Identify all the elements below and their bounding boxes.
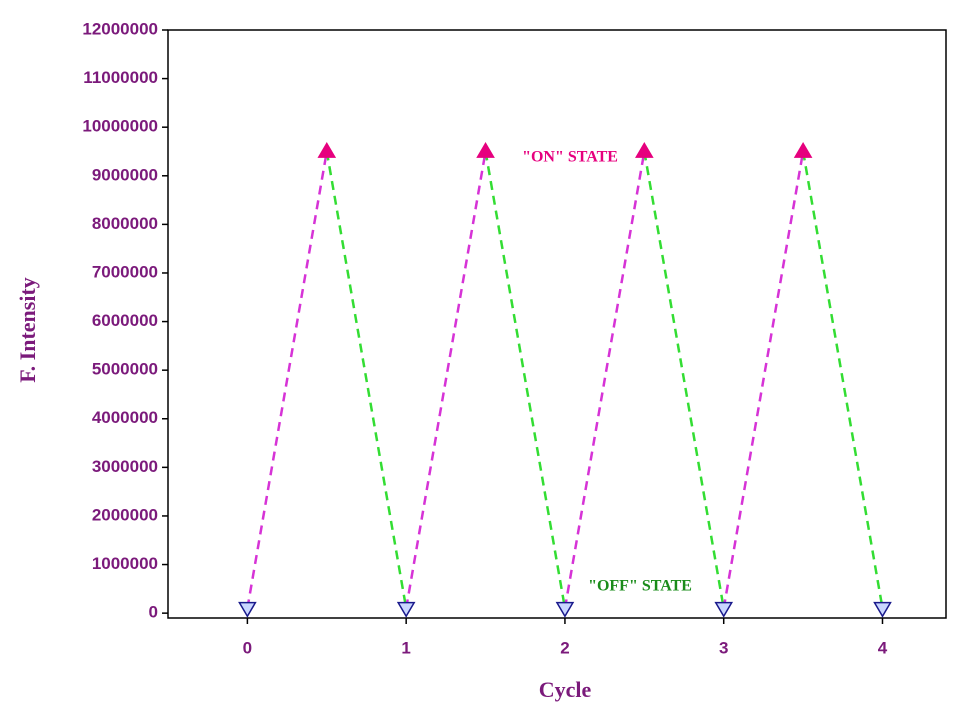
y-tick-label: 7000000 <box>92 262 158 281</box>
marker <box>238 601 257 618</box>
y-tick-label: 5000000 <box>92 360 158 379</box>
y-tick-label: 2000000 <box>92 505 158 524</box>
connector-line <box>643 151 725 609</box>
x-axis-label: Cycle <box>539 677 592 702</box>
y-tick-label: 8000000 <box>92 214 158 233</box>
marker <box>714 601 734 618</box>
annotation: "ON" STATE <box>522 149 618 166</box>
y-tick-label: 4000000 <box>92 408 158 427</box>
marker <box>396 601 416 618</box>
x-tick-label: 4 <box>878 638 888 657</box>
marker <box>555 601 575 618</box>
y-tick-label: 9000000 <box>92 165 158 184</box>
x-tick-label: 0 <box>243 638 252 657</box>
connector-line <box>722 151 805 609</box>
marker <box>793 142 813 158</box>
annotation: "OFF" STATE <box>588 578 692 595</box>
x-tick-label: 1 <box>401 638 410 657</box>
plot-frame <box>167 29 947 619</box>
y-tick-label: 10000000 <box>82 117 158 136</box>
marker <box>476 142 495 158</box>
y-tick-label: 0 <box>149 603 158 622</box>
connector-line <box>801 151 884 609</box>
y-tick-label: 12000000 <box>82 19 158 38</box>
marker <box>873 601 892 618</box>
y-tick-label: 3000000 <box>92 457 158 476</box>
connector-line <box>563 151 646 609</box>
connector-line <box>246 151 329 609</box>
connector-line <box>484 151 567 609</box>
y-tick-label: 1000000 <box>92 554 158 573</box>
y-tick-label: 11000000 <box>83 68 158 87</box>
marker <box>317 142 337 158</box>
connector-line <box>325 151 408 609</box>
y-axis-label: F. Intensity <box>15 277 40 383</box>
connector-line <box>404 151 487 609</box>
x-tick-label: 3 <box>719 638 728 657</box>
x-tick-label: 2 <box>560 638 569 657</box>
y-tick-label: 6000000 <box>92 311 158 330</box>
marker <box>635 142 654 158</box>
